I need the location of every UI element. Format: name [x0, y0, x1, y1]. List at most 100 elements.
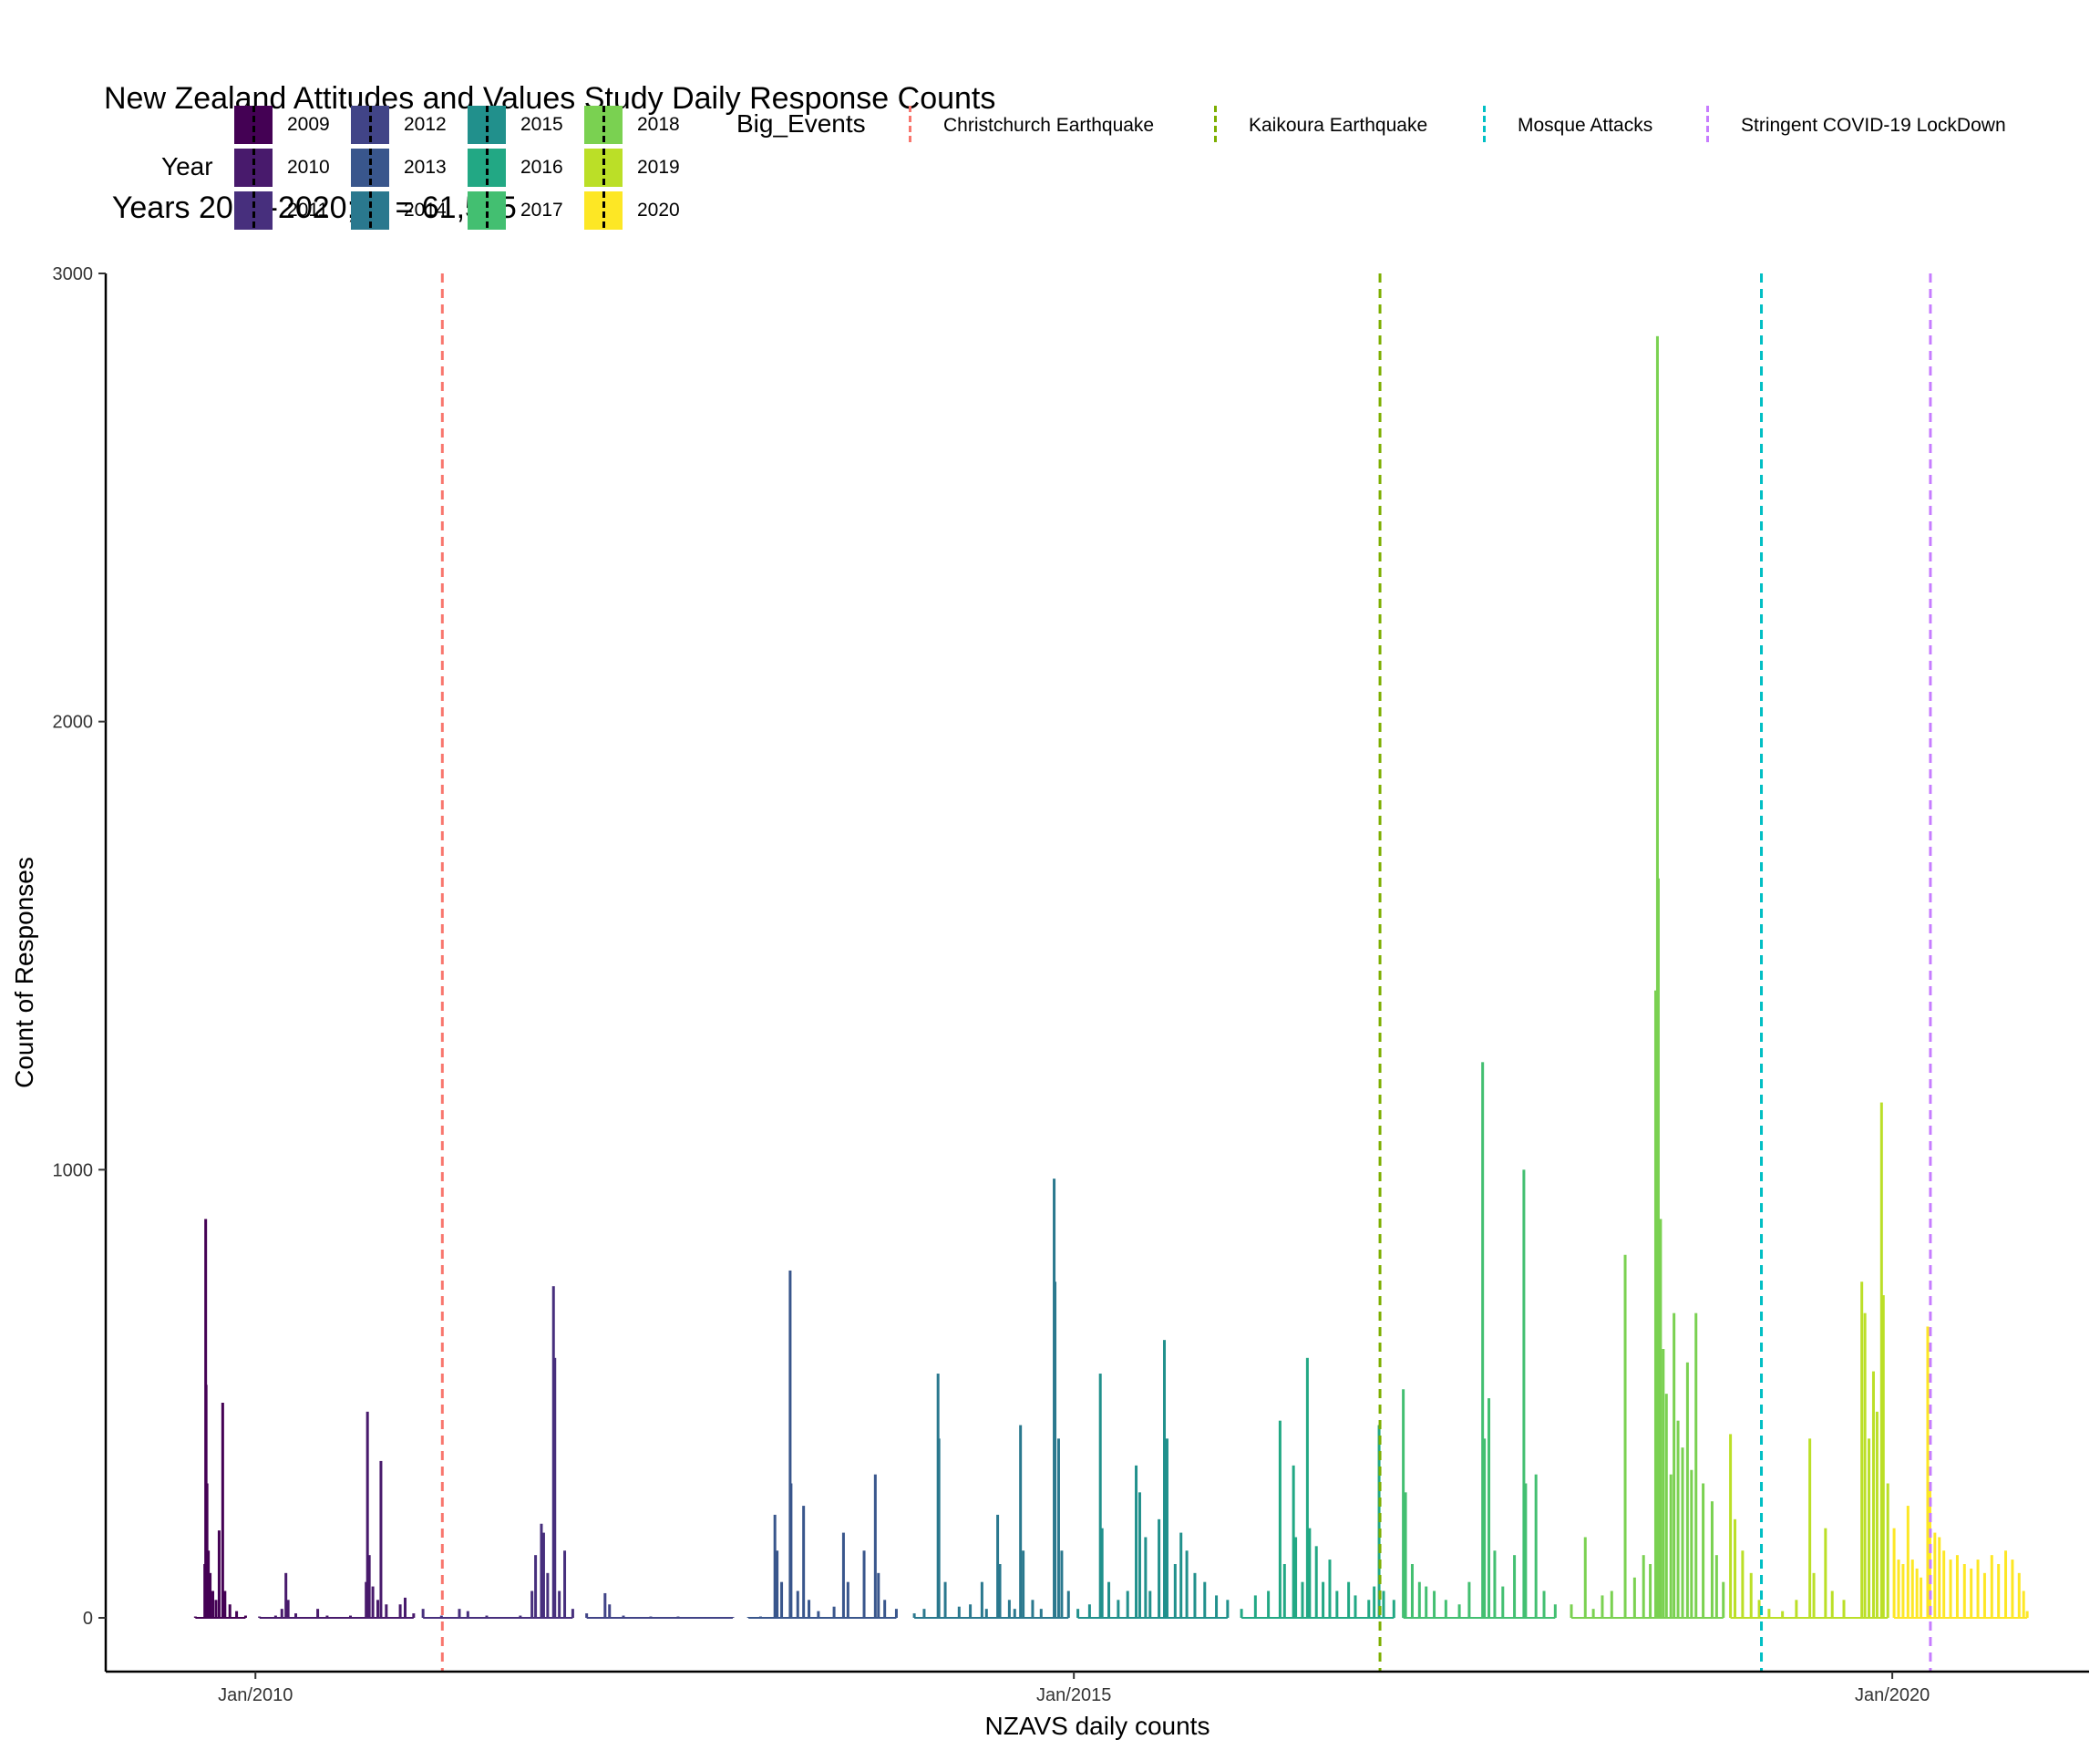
bar-2020 [1933, 1532, 1937, 1618]
bar-2015 [1215, 1595, 1219, 1618]
bar-2017 [1522, 1169, 1526, 1618]
bar-2020 [2011, 1560, 2014, 1618]
bar-2011 [534, 1555, 538, 1618]
legend-dash-glyph [602, 149, 605, 187]
bar-2019 [1886, 1483, 1889, 1618]
bar-2020 [1892, 1528, 1896, 1618]
bar-2011 [571, 1609, 574, 1618]
bar-2017 [1513, 1555, 1517, 1618]
bar-2018 [1570, 1604, 1573, 1618]
bar-2013 [877, 1572, 880, 1618]
x-tick-label: Jan/2010 [218, 1685, 293, 1705]
bar-2016 [1278, 1420, 1282, 1618]
bar-2012 [622, 1615, 625, 1618]
bar-2013 [846, 1581, 849, 1618]
bar-2015 [1173, 1564, 1177, 1618]
bar-2015 [1117, 1600, 1120, 1618]
bar-2019 [1795, 1600, 1798, 1618]
bar-2014 [943, 1581, 947, 1618]
bar-2009 [217, 1530, 221, 1618]
bar-2016 [1314, 1546, 1318, 1618]
bar-2016 [1292, 1465, 1295, 1618]
bar-2020 [1982, 1572, 1986, 1618]
bar-2019 [1757, 1600, 1761, 1618]
bar-2010 [365, 1411, 369, 1618]
bar-2015 [1126, 1590, 1129, 1618]
bar-2014 [1066, 1590, 1070, 1618]
legend-year-key [351, 106, 389, 144]
bar-2015 [1185, 1550, 1189, 1618]
bar-2015 [1098, 1374, 1102, 1618]
legend-dash-glyph [369, 191, 372, 230]
bar-2017 [1542, 1590, 1546, 1618]
bar-2013 [873, 1474, 877, 1618]
bar-2017 [1524, 1483, 1528, 1618]
bar-2011 [546, 1572, 550, 1618]
bar-2013 [773, 1514, 777, 1618]
bar-2020 [1949, 1560, 1952, 1618]
bar-2018 [1722, 1581, 1725, 1618]
bar-2016 [1240, 1609, 1243, 1618]
bar-2018 [1662, 1349, 1665, 1618]
bar-2018 [1664, 1394, 1668, 1618]
bar-2016 [1294, 1537, 1298, 1618]
bar-2011 [541, 1532, 545, 1618]
bar-2009 [193, 1616, 197, 1618]
bar-2018 [1591, 1609, 1595, 1618]
bar-2012 [676, 1616, 680, 1618]
legend-year-key [468, 106, 506, 144]
legend-year-key [351, 191, 389, 230]
x-tick-label: Jan/2020 [1855, 1685, 1930, 1705]
legend-year-label: 2020 [637, 200, 680, 221]
bar-2011 [439, 1615, 443, 1618]
bar-2011 [466, 1611, 469, 1618]
bar-2020 [2004, 1550, 2008, 1618]
bar-2017 [1402, 1389, 1405, 1618]
bar-2017 [1493, 1550, 1497, 1618]
bar-2014 [912, 1613, 916, 1618]
legend-dash-glyph [369, 106, 372, 144]
bar-2016 [1267, 1590, 1271, 1618]
bar-2014 [1013, 1609, 1016, 1618]
bar-2018 [1714, 1555, 1718, 1618]
bar-2016 [1354, 1595, 1357, 1618]
bar-2013 [817, 1611, 820, 1618]
bar-2013 [808, 1600, 811, 1618]
bar-2017 [1410, 1564, 1414, 1618]
bar-2019 [1734, 1518, 1737, 1618]
bar-2011 [421, 1609, 425, 1618]
bar-2011 [458, 1609, 461, 1618]
bar-2019 [1863, 1312, 1867, 1618]
legend-year-label: 2015 [520, 114, 563, 135]
bar-2009 [209, 1572, 212, 1618]
legend-year-label: 2010 [287, 157, 330, 178]
bar-2020 [1906, 1506, 1910, 1618]
bar-2010 [325, 1615, 329, 1618]
bar-2020 [1990, 1555, 1993, 1618]
bar-2010 [316, 1609, 320, 1618]
legend-event-label: Kaikoura Earthquake [1249, 115, 1428, 136]
bar-2018 [1632, 1577, 1636, 1618]
bar-2020 [1942, 1550, 1946, 1618]
bar-2011 [485, 1615, 489, 1618]
bar-2019 [1812, 1572, 1816, 1618]
bar-2016 [1253, 1595, 1257, 1618]
legend-year-label: 2018 [637, 114, 680, 135]
legend-year-title: Year [161, 152, 213, 180]
bar-2012 [704, 1617, 707, 1619]
bar-2015 [1138, 1492, 1141, 1618]
bar-2009 [228, 1604, 232, 1618]
bar-2015 [1163, 1340, 1167, 1618]
legend-dash-glyph [486, 106, 489, 144]
bar-2012 [585, 1613, 589, 1618]
bar-2017 [1404, 1492, 1407, 1618]
legend-year-label: 2014 [404, 200, 447, 221]
bar-2020 [1910, 1560, 1914, 1618]
bar-2011 [558, 1590, 561, 1618]
bar-2018 [1690, 1469, 1693, 1618]
legend-year-label: 2011 [287, 200, 329, 221]
bar-2019 [1749, 1572, 1753, 1618]
bar-2014 [937, 1438, 941, 1618]
bar-2015 [1203, 1581, 1207, 1618]
legend-dash-glyph [369, 149, 372, 187]
